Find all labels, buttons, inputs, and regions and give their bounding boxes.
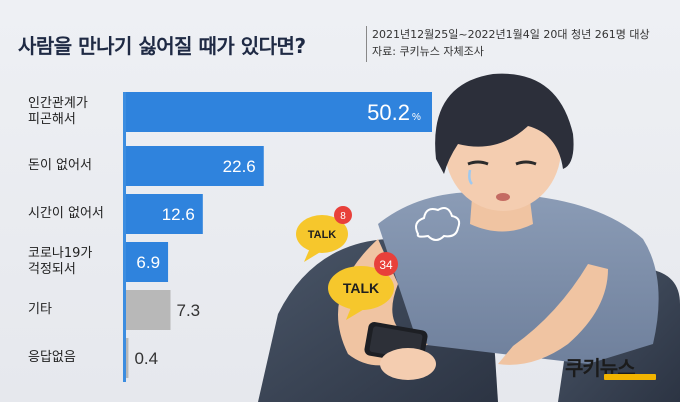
bar-value-label-0: 50.2 <box>367 100 410 125</box>
source-divider <box>366 26 367 62</box>
category-label-line: 인간관계가 <box>28 96 88 111</box>
talk-text-small: TALK <box>308 229 337 241</box>
category-label-line: 코로나19가 <box>28 246 93 261</box>
category-label-line: 시간이 없어서 <box>28 206 104 221</box>
talk-bubble-small: TALK 8 <box>296 206 352 262</box>
hand <box>380 348 436 380</box>
category-label-line: 기타 <box>28 302 52 317</box>
survey-period: 2021년12월25일~2022년1월4일 20대 청년 261명 대상 <box>372 28 650 41</box>
category-label-5: 응답없음 <box>28 350 120 366</box>
category-label-4: 기타 <box>28 302 120 318</box>
badge-count-small: 8 <box>340 211 346 222</box>
category-label-line: 피곤해서 <box>28 112 76 127</box>
brand-underline <box>604 374 656 380</box>
bar-value-label-2: 12.6 <box>162 205 195 224</box>
bar-value-unit-0: % <box>412 112 421 123</box>
category-label-line: 돈이 없어서 <box>28 158 92 173</box>
page-title: 사람을 만나기 싫어질 때가 있다면? <box>18 34 306 58</box>
badge-small <box>334 206 352 224</box>
talk-text-large: TALK <box>343 280 379 296</box>
badge-large <box>374 252 398 276</box>
mouth <box>496 193 510 201</box>
bar-value-label-1: 22.6 <box>223 157 256 176</box>
category-label-line: 걱정되서 <box>28 262 76 277</box>
bar-value-label-3: 6.9 <box>136 253 160 272</box>
badge-count-large: 34 <box>379 258 393 272</box>
talk-bubble-large: TALK 34 <box>328 252 398 320</box>
bar-2 <box>126 194 203 234</box>
arm-right <box>498 264 608 365</box>
eye-right <box>515 160 537 166</box>
tear <box>468 169 473 185</box>
category-label-3: 코로나19가 걱정되서 <box>28 246 120 278</box>
data-source: 자료: 쿠키뉴스 자체조사 <box>372 45 484 58</box>
bar-4 <box>126 290 171 330</box>
bar-5 <box>126 338 129 378</box>
bar-0 <box>126 92 432 132</box>
bar-value-label-4: 7.3 <box>176 301 200 320</box>
category-label-1: 돈이 없어서 <box>28 158 120 174</box>
category-label-2: 시간이 없어서 <box>28 206 120 222</box>
category-label-0: 인간관계가 피곤해서 <box>28 96 120 128</box>
source-note: 2021년12월25일~2022년1월4일 20대 청년 261명 대상 자료:… <box>372 26 650 60</box>
bar-3 <box>126 242 169 282</box>
chart-axis <box>123 92 126 382</box>
category-label-line: 응답없음 <box>28 350 76 365</box>
eye-left <box>467 160 489 166</box>
sigh-icon <box>415 207 461 241</box>
bar-value-label-5: 0.4 <box>134 349 158 368</box>
hair <box>435 73 574 174</box>
bar-1 <box>126 146 264 186</box>
